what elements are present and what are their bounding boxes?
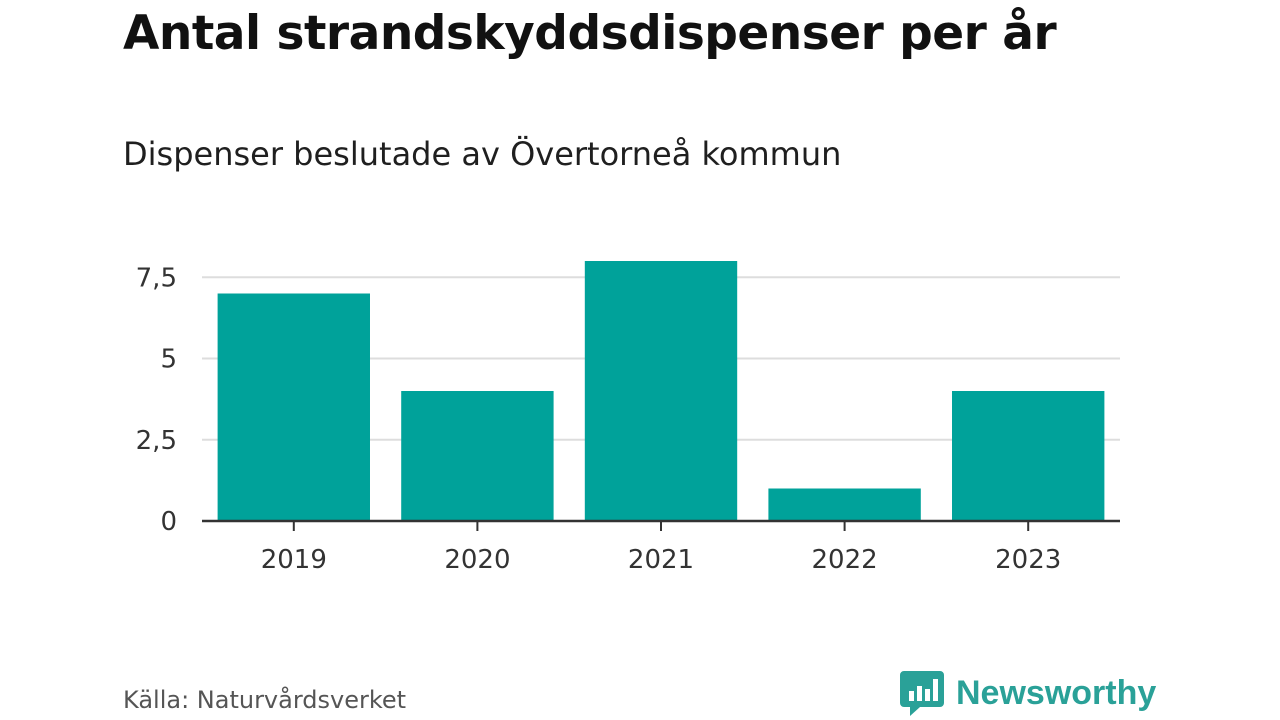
x-tick-label: 2020: [444, 545, 510, 575]
x-tick-label: 2021: [628, 545, 694, 575]
bars: [217, 261, 1105, 521]
brand-name: Newsworthy: [956, 673, 1157, 712]
y-tick-label: 0: [160, 507, 177, 537]
newsworthy-logo-icon: [900, 671, 944, 716]
bar-2020: [401, 391, 554, 521]
y-tick-label: 7,5: [136, 263, 177, 293]
bar-2023: [952, 391, 1105, 521]
x-tick-label: 2019: [261, 545, 327, 575]
bar-2022: [768, 488, 921, 521]
bar-2021: [584, 261, 738, 521]
source-note: Källa: Naturvårdsverket: [123, 686, 407, 714]
y-tick-label: 5: [160, 345, 177, 375]
chart-subtitle: Dispenser beslutade av Övertorneå kommun: [123, 135, 842, 173]
bar-2019: [217, 293, 370, 521]
y-tick-label: 2,5: [136, 426, 177, 456]
axes: 0 2,5 5 7,5 2019 2020 2021 2022 2023: [136, 263, 1120, 575]
brand-logo: Newsworthy: [900, 668, 1156, 718]
x-tick-label: 2022: [812, 545, 878, 575]
chart-title: Antal strandskyddsdispenser per år: [123, 6, 1057, 61]
x-tick-label: 2023: [995, 545, 1061, 575]
